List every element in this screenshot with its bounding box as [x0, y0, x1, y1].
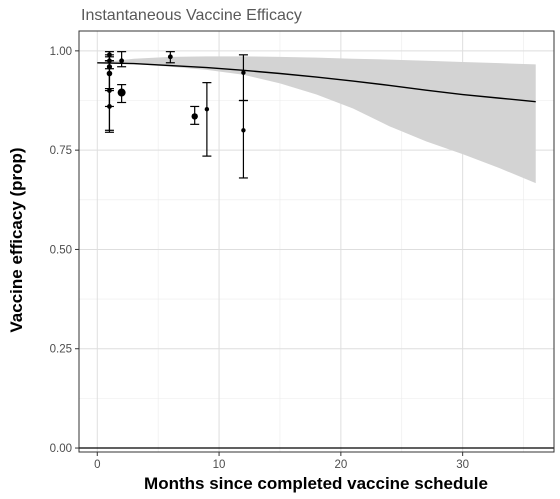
y-tick-label: 0.75	[50, 145, 72, 157]
data-point	[202, 82, 212, 157]
point-marker	[119, 58, 125, 64]
data-point	[238, 99, 248, 179]
observed-points-layer	[104, 51, 248, 179]
point-marker	[241, 128, 246, 133]
y-tick-label: 0.50	[50, 244, 72, 256]
point-marker	[204, 107, 210, 112]
y-tick-label: 0.25	[50, 344, 72, 356]
data-point	[117, 51, 127, 68]
data-point	[190, 105, 200, 125]
y-axis-title: Vaccine efficacy (prop)	[7, 147, 26, 332]
point-marker	[241, 70, 246, 75]
x-axis-ticks: 0 10 20 30	[94, 452, 469, 471]
confidence-band-layer	[97, 56, 536, 184]
confidence-band	[97, 56, 536, 184]
chart-title: Instantaneous Vaccine Efficacy	[81, 7, 302, 24]
x-tick-label: 30	[456, 459, 469, 471]
point-marker	[167, 54, 173, 60]
fitted-curve-layer	[97, 62, 536, 103]
efficacy-curve	[97, 62, 536, 103]
data-point	[117, 84, 127, 104]
data-point	[104, 60, 114, 133]
point-marker	[117, 88, 126, 97]
data-point	[165, 51, 175, 64]
x-axis-title: Months since completed vaccine schedule	[144, 474, 488, 493]
point-marker	[191, 113, 198, 120]
x-tick-label: 10	[213, 459, 226, 471]
x-tick-label: 0	[94, 459, 100, 471]
y-axis-ticks: 0.00 0.25 0.50 0.75 1.00	[50, 46, 79, 455]
y-tick-label: 1.00	[50, 46, 72, 58]
plot-panel-border	[78, 30, 555, 453]
point-marker	[107, 88, 112, 93]
y-tick-label: 0.00	[50, 443, 72, 455]
x-tick-label: 20	[334, 459, 347, 471]
